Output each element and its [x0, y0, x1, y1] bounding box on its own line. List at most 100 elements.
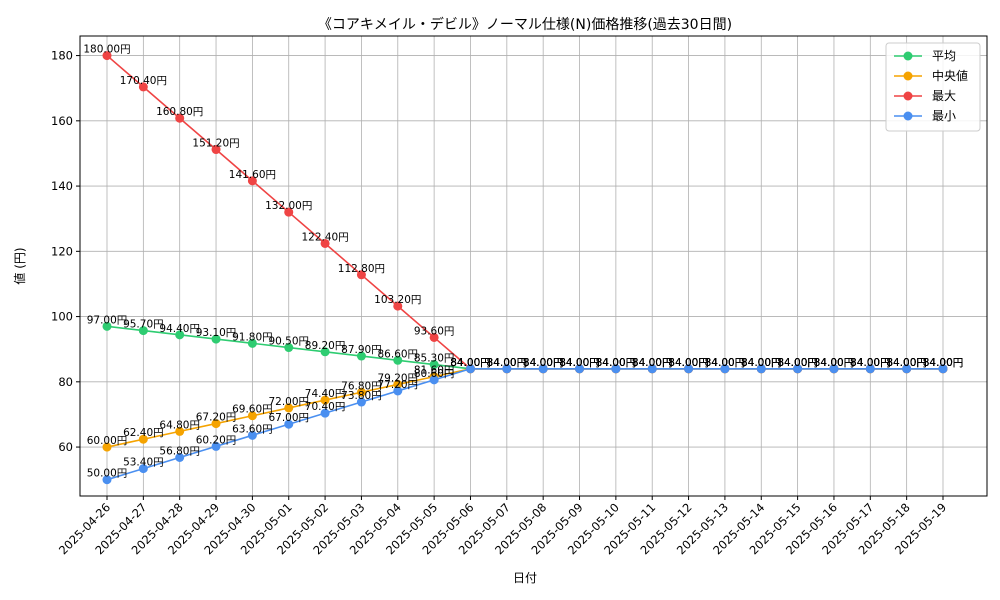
data-point [138, 82, 148, 92]
legend-label: 平均 [932, 49, 956, 63]
data-label: 84.00円 [850, 357, 891, 369]
data-label: 72.00円 [268, 396, 309, 408]
data-label: 67.20円 [196, 412, 237, 424]
legend-label: 中央値 [932, 68, 968, 83]
data-label: 84.00円 [523, 357, 564, 369]
y-axis-label: 値 (円) [12, 247, 27, 284]
legend-swatch-marker [903, 51, 913, 61]
data-label: 64.80円 [159, 419, 200, 431]
data-label: 180.00円 [83, 44, 130, 56]
data-label: 84.00円 [668, 357, 709, 369]
data-label: 84.00円 [705, 357, 746, 369]
data-point [320, 395, 330, 405]
legend-item: 最小 [894, 109, 956, 123]
data-label: 84.00円 [632, 357, 673, 369]
data-label: 84.00円 [596, 357, 637, 369]
data-label: 95.70円 [123, 319, 164, 331]
data-point [247, 338, 257, 348]
data-label: 84.00円 [523, 357, 564, 369]
data-label: 84.00円 [523, 357, 564, 369]
data-label: 84.00円 [668, 357, 709, 369]
data-point [793, 364, 803, 374]
data-point [356, 270, 366, 280]
data-label: 97.00円 [87, 314, 128, 326]
data-label: 94.40円 [159, 323, 200, 335]
data-point [284, 403, 294, 413]
data-label: 84.00円 [523, 357, 564, 369]
data-label: 84.00円 [559, 357, 600, 369]
data-label: 170.40円 [120, 75, 167, 87]
data-label: 84.00円 [741, 357, 782, 369]
data-point [465, 364, 475, 374]
data-label: 91.80円 [232, 331, 273, 343]
data-label: 84.00円 [923, 357, 964, 369]
data-point [211, 334, 221, 344]
x-axis-label: 日付 [513, 571, 537, 585]
data-point [138, 464, 148, 474]
data-label: 84.00円 [705, 357, 746, 369]
data-point [247, 430, 257, 440]
data-point [720, 364, 730, 374]
data-point [247, 411, 257, 421]
data-label: 141.60円 [229, 169, 276, 181]
data-label: 93.10円 [196, 327, 237, 339]
data-label: 60.00円 [87, 435, 128, 447]
data-point [247, 176, 257, 186]
data-point [175, 330, 185, 340]
data-point [102, 475, 112, 485]
data-label: 84.00円 [450, 357, 491, 369]
data-point [865, 364, 875, 374]
data-label: 84.00円 [559, 357, 600, 369]
y-tick-label: 100 [51, 310, 73, 324]
data-label: 160.80円 [156, 106, 203, 118]
data-label: 93.60円 [414, 325, 455, 337]
data-point [647, 364, 657, 374]
data-label: 53.40円 [123, 457, 164, 469]
data-label: 84.00円 [450, 357, 491, 369]
y-tick-label: 120 [51, 244, 73, 258]
data-point [538, 364, 548, 374]
legend-item: 最大 [894, 89, 956, 103]
data-label: 84.00円 [886, 357, 927, 369]
data-label: 84.00円 [777, 357, 818, 369]
data-label: 84.00円 [596, 357, 637, 369]
legend-swatch-marker [903, 91, 913, 101]
data-point [102, 442, 112, 452]
data-label: 84.00円 [777, 357, 818, 369]
data-label: 84.00円 [850, 357, 891, 369]
data-point [211, 145, 221, 155]
data-point [284, 419, 294, 429]
data-label: 84.00円 [777, 357, 818, 369]
series-最小 [102, 364, 948, 485]
data-point [902, 364, 912, 374]
legend-label: 最大 [932, 89, 956, 103]
legend-item: 中央値 [894, 68, 968, 83]
data-label: 84.00円 [632, 357, 673, 369]
data-label: 84.00円 [814, 357, 855, 369]
data-label: 77.20円 [378, 379, 419, 391]
data-point [502, 364, 512, 374]
y-tick-label: 60 [58, 440, 73, 454]
legend-swatch-marker [903, 111, 913, 121]
data-label: 50.00円 [87, 468, 128, 480]
data-point [138, 434, 148, 444]
data-label: 79.20円 [378, 372, 419, 384]
data-label: 84.00円 [487, 357, 528, 369]
data-label: 84.00円 [596, 357, 637, 369]
data-point [356, 351, 366, 361]
data-point [211, 419, 221, 429]
data-point [829, 364, 839, 374]
data-point [684, 364, 694, 374]
data-label: 103.20円 [374, 294, 421, 306]
data-label: 84.00円 [923, 357, 964, 369]
data-point [284, 343, 294, 353]
data-label: 84.00円 [814, 357, 855, 369]
data-label: 84.00円 [741, 357, 782, 369]
data-label: 84.00円 [596, 357, 637, 369]
data-label: 84.00円 [886, 357, 927, 369]
data-label: 81.60円 [414, 365, 455, 377]
data-label: 122.40円 [301, 231, 348, 243]
data-label: 70.40円 [305, 401, 346, 413]
data-label: 84.00円 [668, 357, 709, 369]
legend-label: 最小 [932, 109, 956, 123]
